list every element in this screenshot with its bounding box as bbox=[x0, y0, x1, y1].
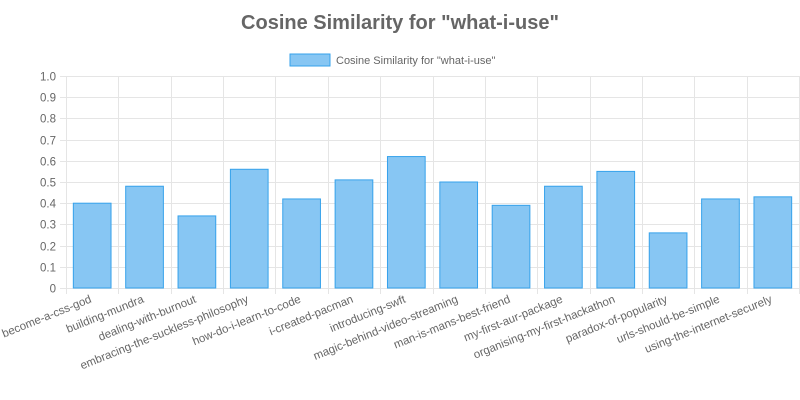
legend[interactable]: Cosine Similarity for "what-i-use" bbox=[289, 53, 496, 67]
bar bbox=[544, 185, 583, 289]
grid bbox=[60, 76, 800, 294]
bar bbox=[386, 156, 426, 289]
legend-label: Cosine Similarity for "what-i-use" bbox=[336, 55, 496, 67]
bar bbox=[125, 185, 164, 289]
y-tick-label: 0.3 bbox=[40, 220, 56, 232]
y-tick-label: 0.5 bbox=[40, 178, 56, 190]
y-tick-label: 0.7 bbox=[40, 136, 56, 148]
y-axis: 0 0.1 0.2 0.3 0.4 0.5 0.6 0.7 0.8 0.9 1.0 bbox=[40, 72, 57, 296]
x-tick-label: become-a-css-god bbox=[1, 294, 94, 341]
legend-swatch bbox=[289, 53, 331, 67]
bar bbox=[177, 215, 217, 289]
y-tick-label: 1.0 bbox=[40, 72, 56, 84]
bar bbox=[596, 170, 636, 289]
y-tick-label: 0.1 bbox=[40, 263, 56, 275]
bars bbox=[72, 156, 793, 289]
y-tick-label: 0.4 bbox=[40, 199, 57, 211]
bar bbox=[229, 168, 269, 289]
bar bbox=[701, 198, 740, 289]
y-tick-label: 0.9 bbox=[40, 93, 56, 105]
bar bbox=[334, 179, 374, 289]
bar bbox=[439, 181, 479, 289]
chart-title: Cosine Similarity for "what-i-use" bbox=[241, 12, 559, 34]
y-tick-label: 0 bbox=[50, 284, 56, 296]
bar bbox=[648, 232, 688, 289]
bar bbox=[491, 204, 531, 289]
x-axis: become-a-css-godbuilding-mundradealing-w… bbox=[1, 293, 775, 372]
y-tick-label: 0.6 bbox=[40, 157, 56, 169]
y-tick-label: 0.8 bbox=[40, 114, 56, 126]
bar bbox=[72, 202, 112, 289]
y-tick-label: 0.2 bbox=[40, 242, 56, 254]
bar bbox=[282, 198, 321, 289]
bar bbox=[753, 196, 793, 289]
